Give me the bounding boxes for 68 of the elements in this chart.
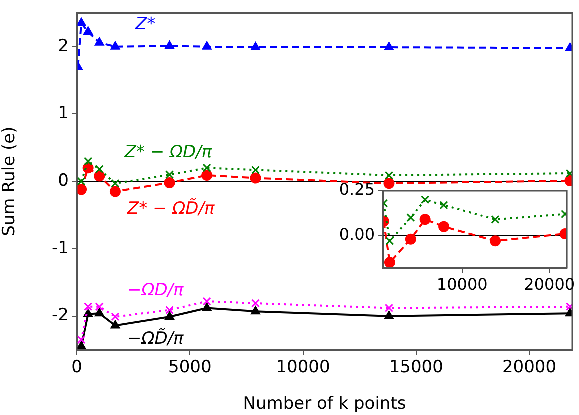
- y-tick-label: 2: [58, 36, 69, 56]
- point: [165, 306, 174, 315]
- x-tick-label: 20000: [502, 358, 557, 378]
- point: [384, 304, 394, 313]
- point: [384, 42, 394, 51]
- series-label: Z* − ΩD̃/π: [126, 198, 216, 220]
- point: [251, 299, 260, 308]
- point: [384, 178, 395, 190]
- point: [421, 196, 430, 204]
- point: [77, 341, 86, 350]
- point: [165, 170, 174, 180]
- point: [250, 42, 261, 51]
- y-axis-title: Sum Rule (e): [0, 126, 20, 236]
- y-tick-label: 0.25: [339, 180, 375, 200]
- point: [164, 311, 175, 320]
- point: [202, 170, 213, 182]
- point: [164, 177, 176, 188]
- point: [438, 221, 450, 232]
- point: [110, 186, 121, 198]
- y-tick-label: 1: [58, 104, 69, 124]
- point: [251, 166, 260, 174]
- point: [110, 41, 120, 50]
- point: [420, 214, 431, 226]
- point: [84, 302, 93, 312]
- point: [406, 214, 416, 222]
- point: [77, 184, 88, 196]
- point: [384, 257, 396, 268]
- point: [202, 297, 212, 306]
- point: [440, 201, 448, 210]
- point: [94, 308, 104, 317]
- point: [77, 336, 86, 344]
- x-tick-label: 10000: [436, 274, 488, 294]
- point: [77, 177, 86, 186]
- point: [490, 236, 502, 247]
- y-tick-label: -2: [52, 306, 69, 326]
- series-label: −ΩD̃/π: [127, 328, 185, 350]
- point: [386, 236, 394, 246]
- y-tick-label: -1: [52, 238, 69, 258]
- x-tick-label: 10000: [276, 358, 330, 378]
- point: [77, 18, 86, 26]
- point: [384, 171, 394, 180]
- point: [250, 306, 261, 315]
- point: [405, 234, 416, 245]
- x-tick-label: 5000: [168, 358, 212, 378]
- point: [202, 164, 212, 172]
- point: [84, 157, 93, 166]
- point: [111, 312, 120, 322]
- x-tick-label: 15000: [389, 358, 444, 378]
- x-tick-label: 0: [72, 358, 82, 378]
- point: [95, 302, 104, 312]
- point: [202, 41, 212, 50]
- point: [83, 26, 94, 36]
- point: [94, 37, 104, 46]
- x-axis-title: Number of k points: [243, 394, 406, 414]
- point: [110, 320, 120, 329]
- point: [384, 310, 394, 320]
- point: [250, 172, 262, 184]
- y-tick-label: 0: [58, 171, 69, 192]
- point: [202, 302, 212, 312]
- point: [111, 179, 120, 188]
- point: [94, 170, 106, 182]
- series-label: −ΩD/π: [127, 280, 185, 300]
- point: [95, 165, 104, 174]
- y-tick-label: 0.00: [339, 224, 375, 244]
- series-label: Z*: [134, 14, 156, 34]
- point: [164, 40, 175, 50]
- point: [491, 215, 500, 224]
- series-label: Z* − ΩD/π: [124, 142, 213, 162]
